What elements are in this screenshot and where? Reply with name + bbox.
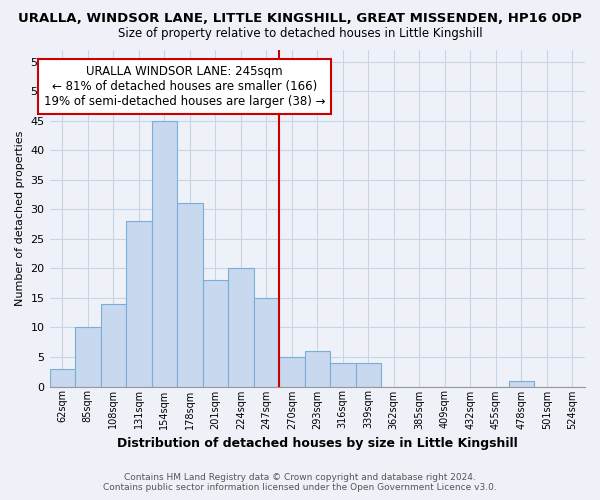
Bar: [75, 328, 101, 386]
Bar: [228, 268, 254, 386]
Y-axis label: Number of detached properties: Number of detached properties: [15, 130, 25, 306]
Bar: [50, 369, 75, 386]
Bar: [203, 280, 228, 386]
Text: Contains HM Land Registry data © Crown copyright and database right 2024.
Contai: Contains HM Land Registry data © Crown c…: [103, 473, 497, 492]
Bar: [356, 363, 381, 386]
Bar: [152, 121, 177, 386]
Text: URALLA WINDSOR LANE: 245sqm
← 81% of detached houses are smaller (166)
19% of se: URALLA WINDSOR LANE: 245sqm ← 81% of det…: [44, 65, 325, 108]
Text: Size of property relative to detached houses in Little Kingshill: Size of property relative to detached ho…: [118, 28, 482, 40]
Bar: [330, 363, 356, 386]
Bar: [305, 351, 330, 386]
X-axis label: Distribution of detached houses by size in Little Kingshill: Distribution of detached houses by size …: [117, 437, 518, 450]
Bar: [279, 357, 305, 386]
Bar: [509, 380, 534, 386]
Bar: [126, 221, 152, 386]
Bar: [177, 204, 203, 386]
Bar: [101, 304, 126, 386]
Bar: [254, 298, 279, 386]
Text: URALLA, WINDSOR LANE, LITTLE KINGSHILL, GREAT MISSENDEN, HP16 0DP: URALLA, WINDSOR LANE, LITTLE KINGSHILL, …: [18, 12, 582, 26]
